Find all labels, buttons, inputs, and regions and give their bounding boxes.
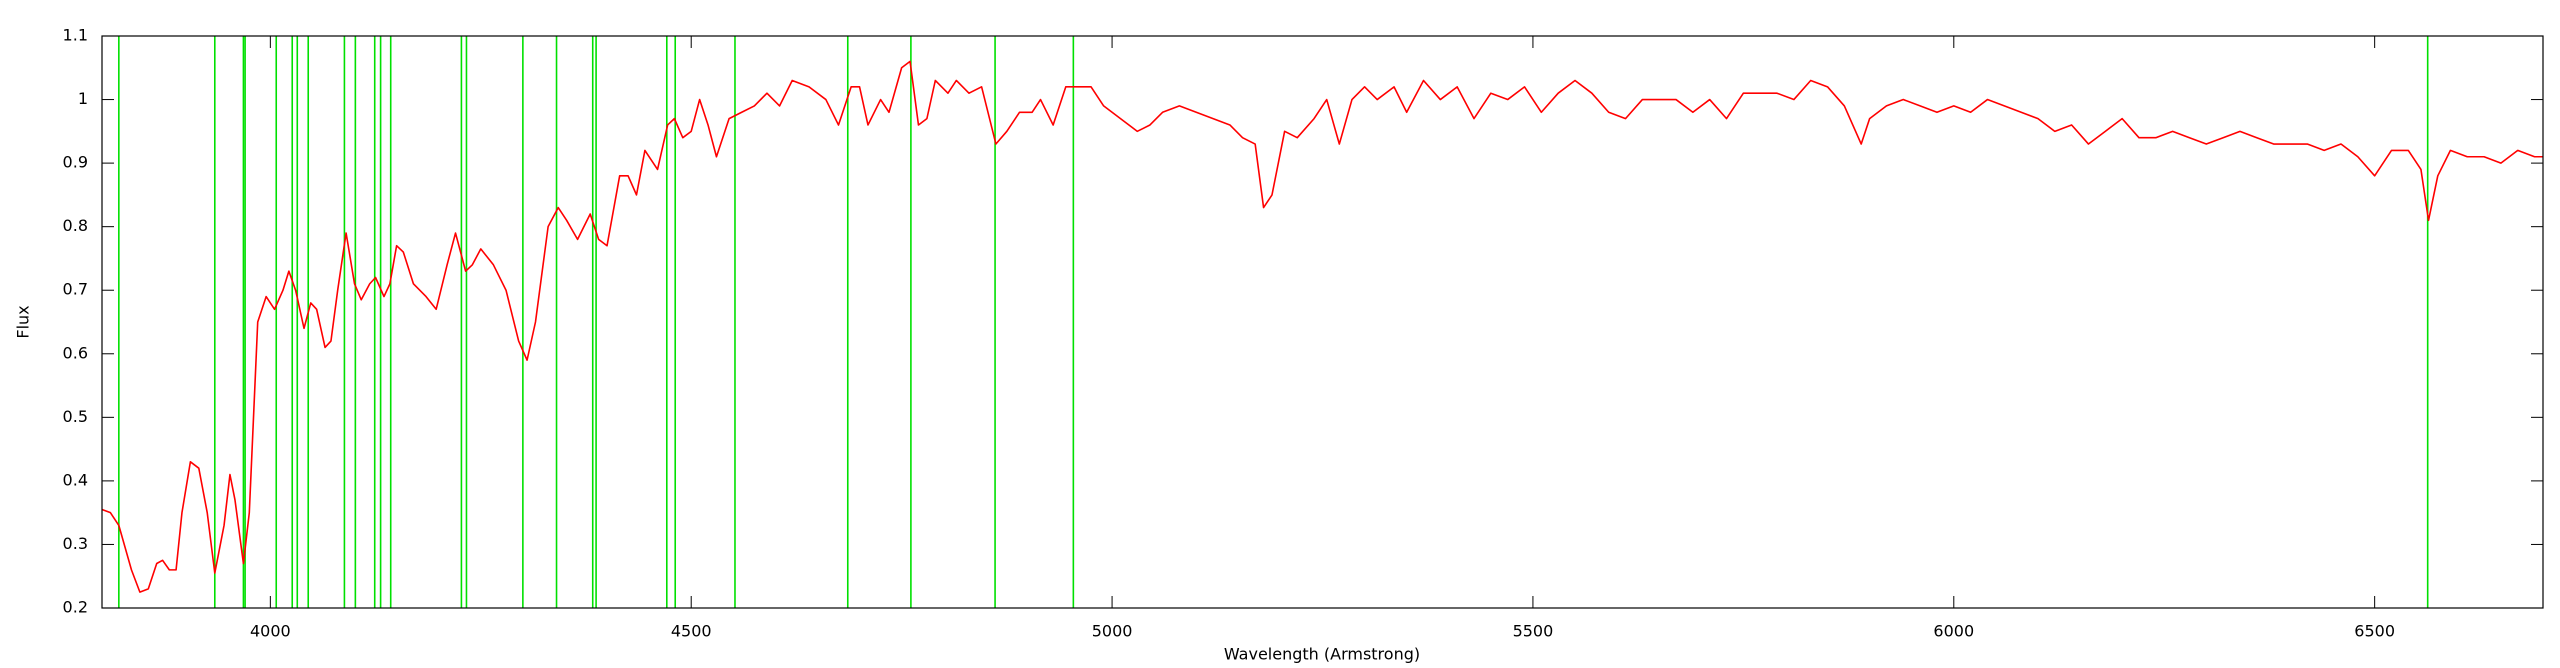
y-tick-label: 0.3 <box>63 534 88 553</box>
x-tick-label: 6000 <box>1933 622 1974 641</box>
spectrum-line <box>101 60 2543 593</box>
plot-frame <box>101 35 2544 609</box>
x-tick-label: 5000 <box>1092 622 1133 641</box>
y-tick-label: 0.9 <box>63 153 88 172</box>
y-tick-label: 0.6 <box>63 343 88 362</box>
x-tick-label: 5500 <box>1513 622 1554 641</box>
y-tick-label: 1.1 <box>63 26 88 45</box>
x-axis-label: Wavelength (Armstrong) <box>1224 645 1420 664</box>
y-tick-label: 0.2 <box>63 598 88 617</box>
y-axis-label: Flux <box>14 305 33 338</box>
x-tick-label: 4500 <box>671 622 712 641</box>
x-tick-label: 6500 <box>2354 622 2395 641</box>
y-tick-label: 1 <box>78 89 88 108</box>
y-tick-label: 0.7 <box>63 280 88 299</box>
y-tick-label: 0.5 <box>63 407 88 426</box>
x-tick-label: 4000 <box>250 622 291 641</box>
y-tick-label: 0.4 <box>63 470 88 489</box>
y-tick-label: 0.8 <box>63 216 88 235</box>
